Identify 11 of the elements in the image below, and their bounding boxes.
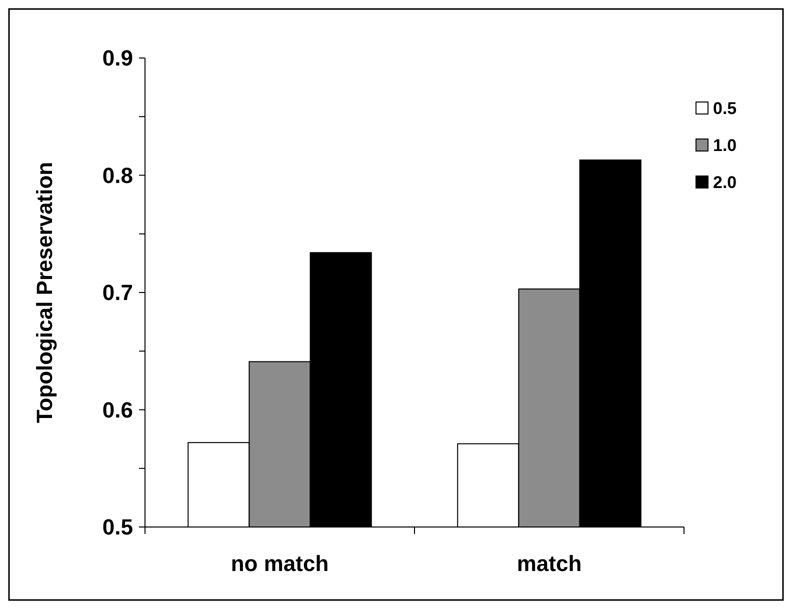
y-tick-label: 0.8 [102, 162, 133, 188]
y-tick-label: 0.6 [102, 397, 133, 422]
y-axis-title: Topological Preservation [32, 162, 57, 424]
y-tick-label: 0.5 [102, 514, 133, 540]
x-tick-label: no match [230, 551, 329, 576]
x-tick-label: match [516, 551, 582, 576]
legend-label: 1.0 [713, 136, 737, 155]
legend-label: 0.5 [713, 98, 737, 118]
y-tick-label: 0.9 [102, 46, 133, 71]
y-tick-label: 0.7 [102, 280, 133, 306]
legend-label: 2.0 [713, 172, 737, 192]
